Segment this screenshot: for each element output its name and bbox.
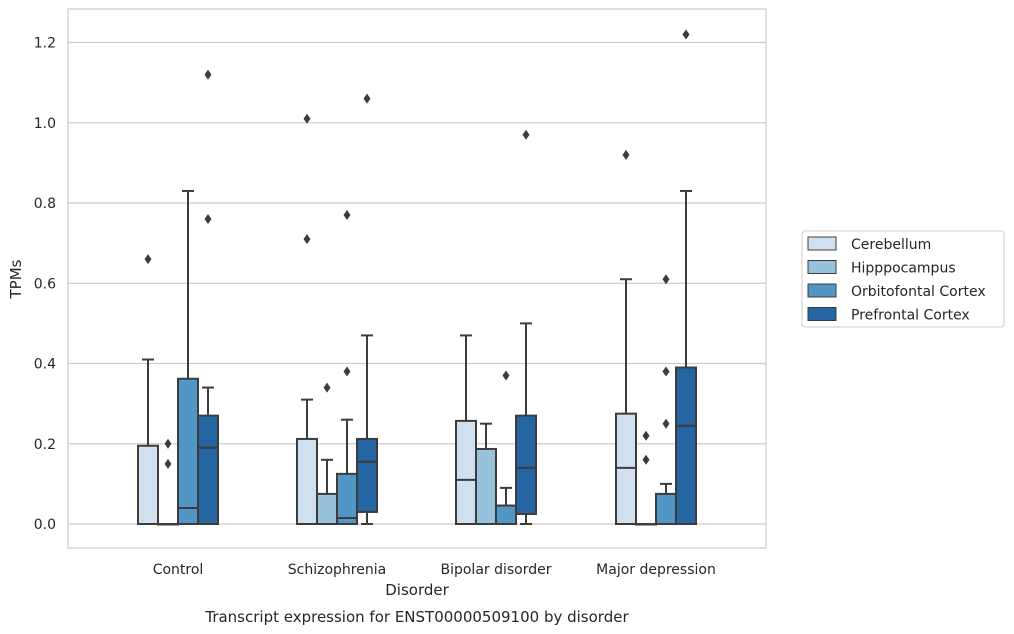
box-group xyxy=(475,422,497,525)
outlier-point xyxy=(323,382,331,393)
box xyxy=(675,366,697,526)
outlier-point xyxy=(642,454,650,465)
box-group xyxy=(336,210,358,525)
outlier-point xyxy=(303,113,311,124)
legend-label: Prefrontal Cortex xyxy=(851,308,970,324)
y-tick-label: 0.4 xyxy=(34,357,56,373)
y-tick-label: 1.2 xyxy=(34,36,56,52)
x-tick-label: Schizophrenia xyxy=(288,562,386,578)
outlier-point xyxy=(204,69,212,80)
gridlines xyxy=(68,41,766,525)
x-tick-label: Major depression xyxy=(596,562,716,578)
box-group xyxy=(296,113,318,525)
box xyxy=(137,444,159,526)
outlier-point xyxy=(522,129,530,140)
box-group xyxy=(635,430,657,526)
outlier-point xyxy=(164,458,172,469)
box-group xyxy=(495,370,517,526)
box-group xyxy=(615,149,637,525)
box xyxy=(316,492,338,525)
box-group xyxy=(356,93,378,525)
legend-label: Hipppocampus xyxy=(851,261,956,277)
box-group xyxy=(655,274,677,525)
outlier-point xyxy=(303,234,311,245)
y-tick-label: 1.0 xyxy=(34,116,56,132)
x-tick-label: Control xyxy=(153,562,204,578)
x-tick-label: Bipolar disorder xyxy=(440,562,551,578)
legend-swatch xyxy=(807,236,837,251)
box xyxy=(475,447,497,525)
y-tick-label: 0.6 xyxy=(34,276,56,292)
legend-frame xyxy=(801,230,1005,328)
legend-label: Orbitofontal Cortex xyxy=(851,284,986,300)
box xyxy=(515,414,537,515)
outlier-point xyxy=(502,370,510,381)
y-tick-label: 0.0 xyxy=(34,517,56,533)
outlier-point xyxy=(662,366,670,377)
legend-swatch xyxy=(807,260,837,274)
box-group xyxy=(137,254,159,526)
x-axis-label: Disorder xyxy=(385,581,449,599)
outlier-point xyxy=(682,29,690,40)
box xyxy=(655,492,677,525)
outlier-point xyxy=(662,418,670,429)
legend-swatch xyxy=(807,307,837,321)
box-group xyxy=(177,189,199,525)
box-group xyxy=(157,438,179,526)
box xyxy=(336,472,358,525)
box xyxy=(296,437,318,525)
legend-label: Cerebellum xyxy=(851,237,931,253)
outlier-point xyxy=(662,274,670,285)
chart-title: Transcript expression for ENST0000050910… xyxy=(204,608,629,626)
outlier-point xyxy=(144,254,152,265)
outlier-point xyxy=(343,366,351,377)
legend-swatch xyxy=(807,283,837,298)
outlier-point xyxy=(204,214,212,225)
box xyxy=(455,419,477,525)
box-group xyxy=(515,129,537,525)
plot-area xyxy=(67,8,767,549)
y-tick-label: 0.2 xyxy=(34,437,56,453)
outlier-point xyxy=(343,210,351,221)
box-group xyxy=(197,69,219,526)
box-group xyxy=(675,29,697,526)
box-group xyxy=(455,334,477,525)
box xyxy=(177,377,199,525)
y-axis-label: TPMs xyxy=(7,259,25,299)
outlier-point xyxy=(642,430,650,441)
outlier-point xyxy=(164,438,172,449)
y-axis-ticks: 0.0 0.2 0.4 0.6 0.8 1.0 1.2 xyxy=(34,36,56,534)
x-axis-ticks: Control Schizophrenia Bipolar disorder Majo… xyxy=(153,562,716,578)
boxes-layer xyxy=(137,29,697,526)
box xyxy=(615,412,637,525)
outlier-point xyxy=(363,93,371,104)
box xyxy=(356,437,378,513)
y-tick-label: 0.8 xyxy=(34,196,56,212)
box xyxy=(197,414,219,526)
box xyxy=(495,504,517,526)
box-group xyxy=(316,382,338,525)
outlier-point xyxy=(622,149,630,160)
legend: Cerebellum Hipppocampus Orbitofontal Corte… xyxy=(801,230,1005,328)
